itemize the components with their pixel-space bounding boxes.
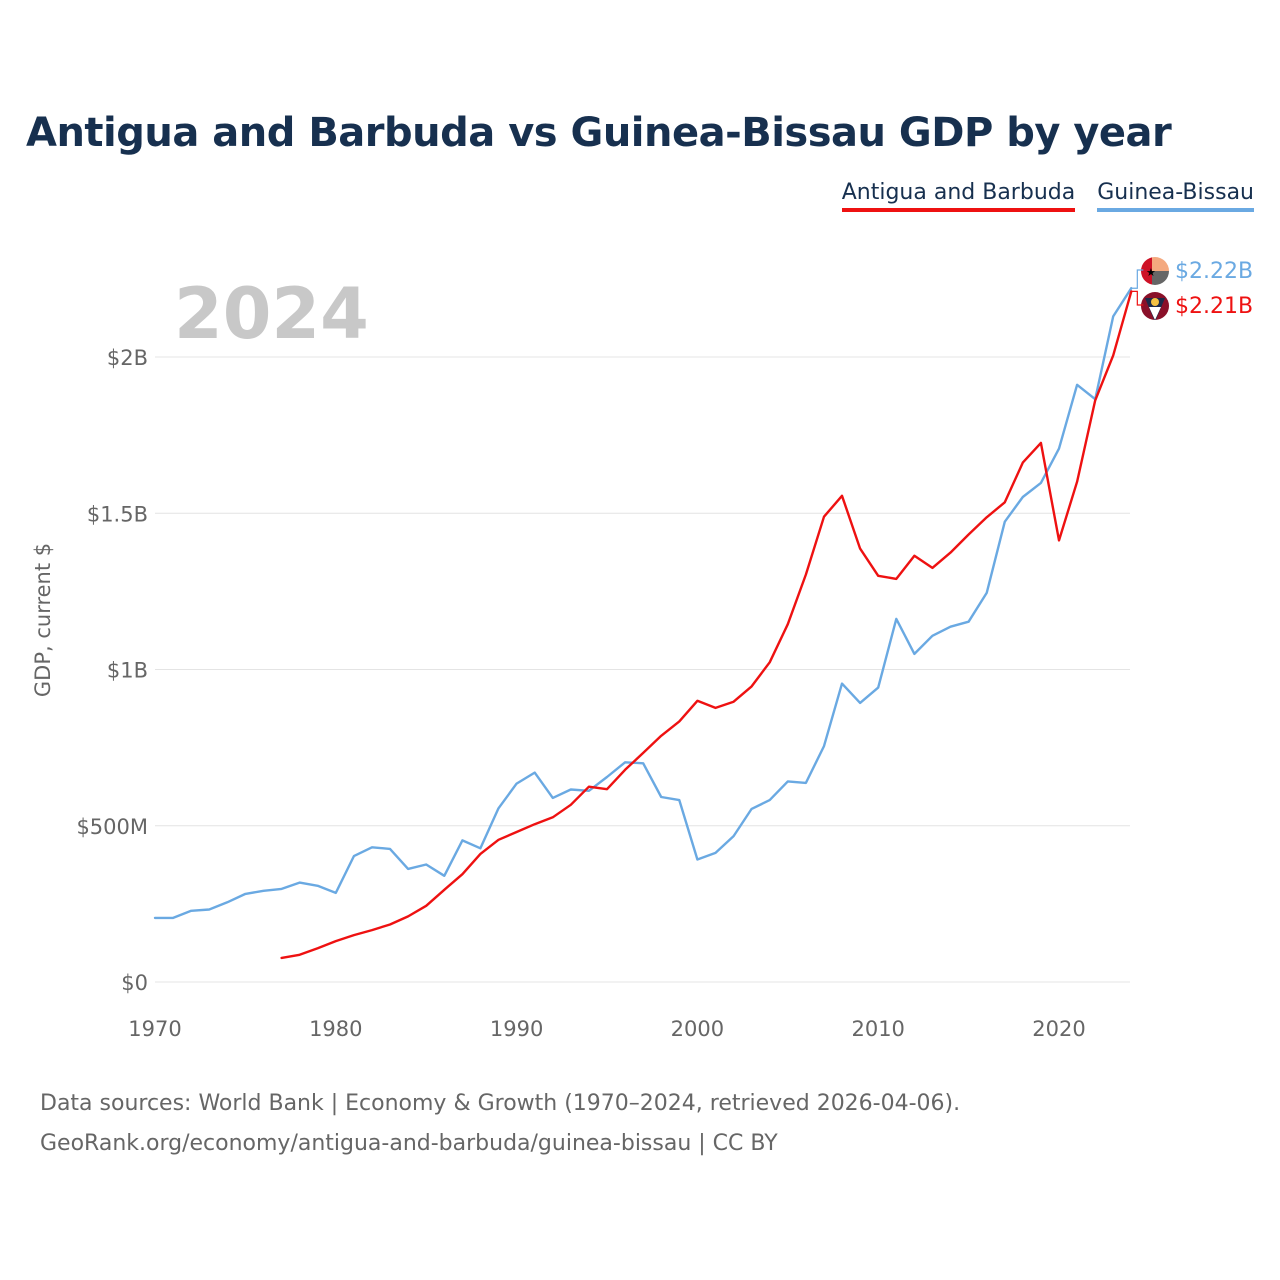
x-axis-ticks: 1970 1980 1990 2000 2010 2020: [128, 1017, 1085, 1041]
footer-link[interactable]: GeoRank.org/economy/antigua-and-barbuda/…: [40, 1131, 778, 1156]
gdp-line-chart: $0 $500M $1B $1.5B $2B 1970 1980 1990 2000 2010 2…: [31, 257, 1253, 1041]
footer: Data sources: World Bank | Economy & Gro…: [40, 1084, 960, 1164]
year-watermark: 2024: [174, 273, 369, 355]
end-value-label: $2.21B: [1175, 294, 1253, 319]
end-connector: [1131, 290, 1144, 306]
x-tick-label: 2010: [851, 1017, 904, 1041]
gridlines: [155, 356, 1130, 983]
end-value-label: $2.22B: [1175, 259, 1253, 284]
end-markers: ★: [1141, 257, 1169, 320]
legend-item-guinea-bissau[interactable]: Guinea-Bissau: [1097, 180, 1254, 212]
legend-item-antigua-and-barbuda[interactable]: Antigua and Barbuda: [841, 180, 1076, 212]
x-tick-label: 1970: [128, 1017, 181, 1041]
y-axis-label: GDP, current $: [31, 543, 55, 697]
series-line-guinea-bissau[interactable]: [153, 287, 1133, 920]
guinea-bissau-flag-icon: ★: [1141, 257, 1169, 285]
y-tick-label: $1.5B: [87, 502, 148, 526]
x-tick-label: 1990: [490, 1017, 543, 1041]
y-tick-label: $500M: [76, 815, 148, 839]
x-tick-label: 2020: [1032, 1017, 1085, 1041]
y-tick-label: $1B: [107, 659, 148, 683]
end-connector: [1131, 269, 1144, 289]
footer-sources: Data sources: World Bank | Economy & Gro…: [40, 1091, 961, 1116]
x-tick-label: 2000: [671, 1017, 724, 1041]
y-tick-label: $2B: [107, 346, 148, 370]
series-line-antigua-and-barbuda[interactable]: [280, 290, 1133, 960]
y-axis-ticks: $0 $500M $1B $1.5B $2B: [76, 346, 148, 995]
y-tick-label: $0: [121, 971, 148, 995]
legend: Antigua and Barbuda Guinea-Bissau: [841, 180, 1254, 212]
series-lines: [153, 287, 1133, 960]
antigua-and-barbuda-flag-icon: [1141, 292, 1169, 320]
svg-text:★: ★: [1146, 266, 1156, 279]
chart-title: Antigua and Barbuda vs Guinea-Bissau GDP…: [26, 110, 1172, 156]
end-value-labels: $2.21B $2.22B: [1131, 259, 1253, 319]
x-tick-label: 1980: [309, 1017, 362, 1041]
